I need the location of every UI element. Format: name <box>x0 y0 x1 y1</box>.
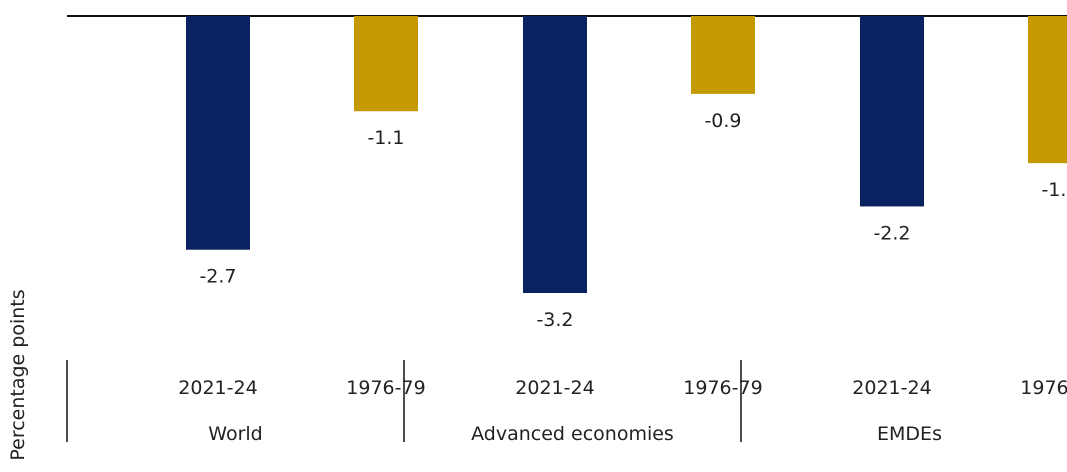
bar-3 <box>691 16 755 94</box>
group-label-1: Advanced economies <box>471 423 674 445</box>
y-axis-label: Percentage points <box>7 289 29 460</box>
x-tick-label-3: 1976-79 <box>683 377 762 399</box>
group-label-2: EMDEs <box>877 423 942 445</box>
data-label-3: -0.9 <box>704 110 741 132</box>
bar-0 <box>186 16 250 250</box>
data-label-2: -3.2 <box>536 309 573 331</box>
bar-1 <box>354 16 418 112</box>
x-tick-label-2: 2021-24 <box>515 377 594 399</box>
bar-2 <box>523 16 587 293</box>
data-label-5: -1.7 <box>1041 179 1067 201</box>
data-label-1: -1.1 <box>367 127 404 149</box>
group-label-0: World <box>208 423 262 445</box>
x-tick-label-0: 2021-24 <box>178 377 257 399</box>
data-label-0: -2.7 <box>199 266 236 288</box>
x-tick-label-1: 1976-79 <box>346 377 425 399</box>
bar-5 <box>1028 16 1067 164</box>
data-label-4: -2.2 <box>873 222 910 244</box>
x-tick-label-5: 1976-79 <box>1020 377 1067 399</box>
bar-4 <box>860 16 924 207</box>
x-tick-label-4: 2021-24 <box>852 377 931 399</box>
